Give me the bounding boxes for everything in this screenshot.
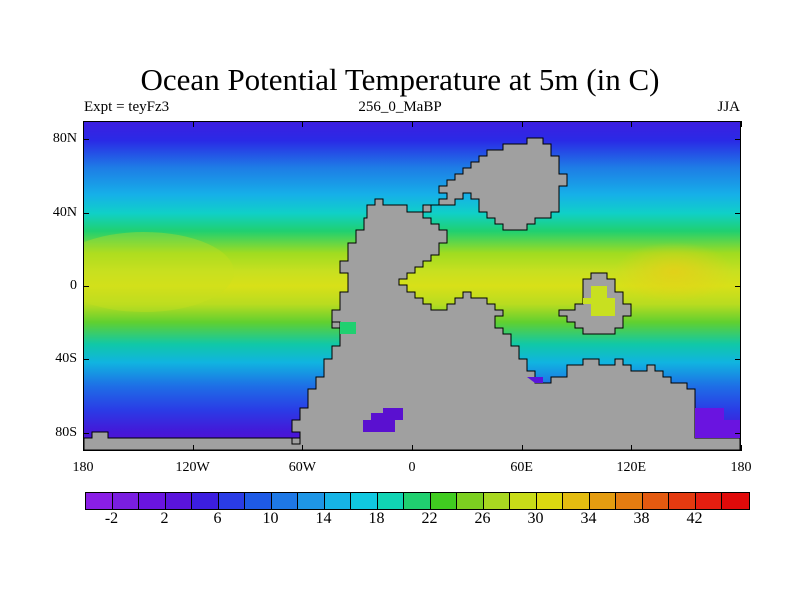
pangaea-landmass: [84, 137, 740, 450]
y-tick-mark: [83, 212, 89, 214]
color-scale-label: 14: [315, 510, 332, 527]
south-east-cold-pool: [695, 408, 740, 438]
color-scale-label: 10: [262, 510, 279, 527]
color-scale-swatch: [218, 493, 245, 509]
y-tick-mark: [735, 432, 741, 434]
warm-pool-east: [614, 242, 734, 302]
x-tick-mark: [741, 121, 742, 127]
color-scale-swatch: [669, 493, 696, 509]
x-tick-mark: [631, 121, 633, 127]
color-scale-swatch: [324, 493, 351, 509]
x-tick-label: 120W: [175, 460, 210, 475]
experiment-label: Expt = teyFz3: [84, 99, 170, 115]
x-tick-label: 0: [408, 460, 416, 475]
tethys-inner-sea: [583, 286, 615, 316]
x-tick-mark: [192, 121, 194, 127]
south-cold-pool: [527, 377, 543, 383]
color-scale-bar: [85, 492, 750, 510]
y-tick-mark: [735, 286, 741, 287]
x-tick-mark: [741, 445, 742, 451]
color-scale-label: 18: [368, 510, 385, 527]
x-tick-mark: [302, 445, 304, 451]
color-scale-label: 6: [213, 510, 222, 527]
color-scale-swatch: [722, 493, 749, 509]
color-scale-label: 30: [527, 510, 544, 527]
x-tick-mark: [83, 445, 84, 451]
color-scale-swatch: [165, 493, 192, 509]
color-scale-swatch: [377, 493, 404, 509]
y-tick-mark: [83, 432, 89, 434]
x-tick-label: 180: [72, 460, 94, 475]
color-scale-swatch: [430, 493, 457, 509]
season-label: JJA: [717, 99, 740, 115]
color-scale-swatch: [245, 493, 272, 509]
x-tick-label: 60E: [510, 460, 533, 475]
chart-title: Ocean Potential Temperature at 5m (in C): [140, 62, 660, 97]
x-tick-label: 60W: [288, 460, 316, 475]
color-scale-swatch: [536, 493, 563, 509]
bay-west: [340, 322, 356, 334]
x-tick-mark: [521, 445, 523, 451]
inland-sea: [363, 408, 403, 432]
color-scale-swatch: [86, 493, 113, 509]
temperature-map: [83, 121, 741, 451]
color-scale-swatch: [271, 493, 298, 509]
x-tick-mark: [631, 445, 633, 451]
color-scale-swatch: [616, 493, 643, 509]
x-tick-mark: [412, 445, 413, 451]
color-scale-swatch: [351, 493, 378, 509]
y-tick-label: 40S: [55, 351, 77, 367]
color-scale-swatch: [589, 493, 616, 509]
y-tick-mark: [83, 139, 89, 141]
color-scale-swatch: [510, 493, 537, 509]
x-tick-mark: [83, 121, 84, 127]
color-scale-label: 38: [633, 510, 650, 527]
y-tick-label: 40N: [52, 204, 77, 220]
island-west: [331, 321, 341, 329]
x-tick-mark: [192, 445, 194, 451]
y-tick-mark: [735, 212, 741, 214]
color-scale-swatch: [192, 493, 219, 509]
color-scale-swatch: [404, 493, 431, 509]
color-scale-swatch: [695, 493, 722, 509]
color-scale-label: 2: [160, 510, 169, 527]
color-scale-swatch: [139, 493, 166, 509]
color-scale-swatch: [112, 493, 139, 509]
color-scale-swatch: [642, 493, 669, 509]
color-scale-label: -2: [104, 510, 119, 527]
map-canvas: [84, 122, 740, 450]
x-tick-mark: [302, 121, 304, 127]
color-scale-label: 22: [421, 510, 438, 527]
color-scale-swatch: [483, 493, 510, 509]
color-scale-swatch: [298, 493, 325, 509]
color-scale-label: 42: [686, 510, 703, 527]
island-south: [291, 437, 301, 445]
y-tick-label: 80N: [52, 131, 77, 147]
y-tick-mark: [735, 139, 741, 141]
x-tick-mark: [412, 121, 413, 127]
period-label: 256_0_MaBP: [358, 99, 442, 115]
color-scale-swatch: [457, 493, 484, 509]
x-tick-label: 180: [730, 460, 752, 475]
y-tick-mark: [83, 286, 89, 287]
y-tick-label: 80S: [55, 424, 77, 440]
x-tick-label: 120E: [616, 460, 647, 475]
warm-pool-west: [84, 232, 234, 312]
color-scale-label: 34: [580, 510, 597, 527]
y-tick-mark: [735, 359, 741, 361]
color-scale-swatch: [563, 493, 590, 509]
y-tick-label: 0: [70, 278, 77, 293]
x-tick-mark: [521, 121, 523, 127]
y-tick-mark: [83, 359, 89, 361]
color-scale-label: 26: [474, 510, 491, 527]
